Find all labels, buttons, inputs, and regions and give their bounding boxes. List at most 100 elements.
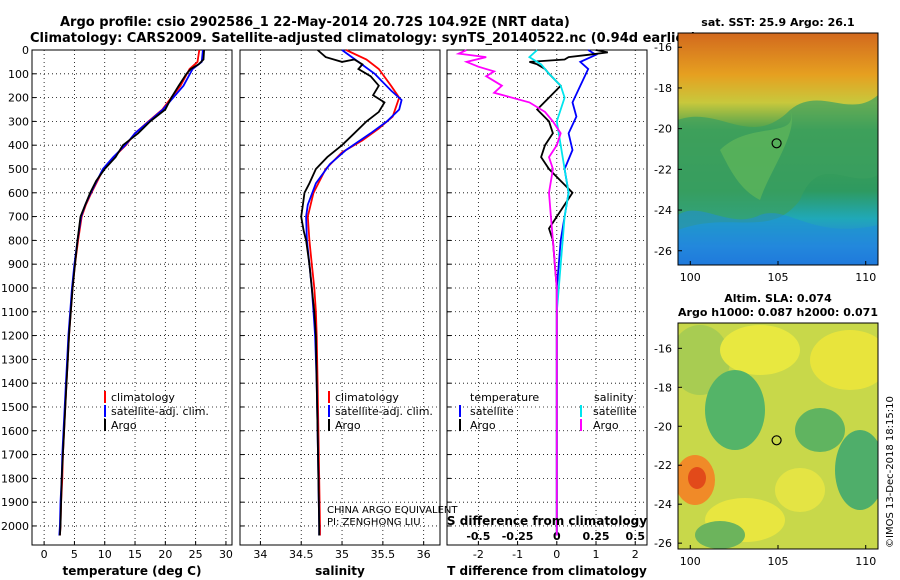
legend-label-s-argo: Argo <box>593 419 619 432</box>
sla-high <box>720 325 800 375</box>
y-tick-label: 200 <box>8 92 29 105</box>
x-tick-label: 2 <box>632 548 639 561</box>
legend-swatch-climatology <box>104 391 106 403</box>
map-lon-label: 105 <box>768 271 789 284</box>
salinity-plot-frame <box>239 49 441 546</box>
legend-label-climatology: climatology <box>335 391 399 404</box>
x-tick-label: -2 <box>473 548 484 561</box>
legend-swatch-s-argo <box>580 419 582 431</box>
map-lat-label: -20 <box>654 123 672 136</box>
sla-map-title-1: Altim. SLA: 0.074 <box>724 292 832 305</box>
header-line-1: Argo profile: csio 2902586_1 22-May-2014… <box>60 15 570 30</box>
y-tick-label: 1100 <box>1 306 29 319</box>
series-line-s-argo <box>455 49 562 536</box>
series-line-satellite-adj-clim- <box>58 49 204 536</box>
legend-swatch-t-argo <box>459 419 461 431</box>
legend-swatch-satellite <box>328 405 330 417</box>
map-lat-label: -16 <box>654 342 672 355</box>
legend-swatch-s-satellite <box>580 405 582 417</box>
map-lat-label: -26 <box>654 537 672 550</box>
map-lat-label: -18 <box>654 82 672 95</box>
sla-low <box>705 370 765 450</box>
x-tick-label: 0 <box>553 548 560 561</box>
y-tick-label: 600 <box>8 187 29 200</box>
legend-swatch-climatology <box>328 391 330 403</box>
legend-swatch-t-satellite <box>459 405 461 417</box>
temperature-legend: climatology satellite-adj. clim. Argo <box>104 391 209 432</box>
sla-high <box>810 330 878 390</box>
imos-credit: ©IMOS 13-Dec-2018 18:15:10 <box>885 396 896 548</box>
y-tick-label: 1700 <box>1 449 29 462</box>
x-tick-label: 0 <box>41 548 48 561</box>
x-tick-label: 5 <box>71 548 78 561</box>
x-tick-label: 34 <box>253 548 267 561</box>
sla-high <box>775 468 825 512</box>
x-tick-label: 36 <box>417 548 431 561</box>
y-tick-label: 1800 <box>1 472 29 485</box>
y-tick-label: 800 <box>8 234 29 247</box>
difference-panel: -2 -1 0 1 2 -0.5 -0.25 0 0.25 0.5 T difference f… <box>446 49 648 578</box>
map-lon-label: 110 <box>855 271 876 284</box>
sla-map-title-2: Argo h1000: 0.087 h2000: 0.071 <box>678 306 878 319</box>
map-lat-label: -26 <box>654 245 672 258</box>
sst-map: sat. SST: 25.9 Argo: 26.1 -16 -18 -20 -22 -2… <box>654 16 879 284</box>
x-tick-label-top: -0.25 <box>502 530 534 543</box>
map-lat-label: -22 <box>654 459 672 472</box>
sla-blob <box>678 325 730 395</box>
map-lat-label: -24 <box>654 204 672 217</box>
y-tick-label: 400 <box>8 139 29 152</box>
legend-swatch-satellite <box>104 405 106 417</box>
y-tick-label: 1500 <box>1 401 29 414</box>
map-lat-label: -24 <box>654 498 672 511</box>
y-tick-label: 2000 <box>1 520 29 533</box>
sla-peak-core <box>688 467 706 489</box>
legend-title-salinity: salinity <box>594 391 634 404</box>
series-line-climatology <box>59 49 201 536</box>
x-tick-label: 30 <box>219 548 233 561</box>
x-tick-label: 10 <box>98 548 112 561</box>
series-line-satellite-adj-clim- <box>305 49 403 536</box>
legend-title-temperature: temperature <box>470 391 539 404</box>
x-tick-label-top: 0.25 <box>582 530 609 543</box>
y-tick-label: 500 <box>8 163 29 176</box>
float-position-marker <box>771 138 782 149</box>
institution-note: CHINA ARGO EQUIVALENT <box>327 505 458 516</box>
salinity-panel: 34 34.5 35 35.5 36 salinity climatology sate… <box>239 49 458 578</box>
sla-map: Altim. SLA: 0.074 Argo h1000: 0.087 h200… <box>654 292 879 568</box>
difference-plot-frame <box>446 49 648 546</box>
sla-low <box>795 408 845 452</box>
sst-cool-water <box>678 210 878 265</box>
legend-label-s-satellite: satellite <box>593 405 637 418</box>
legend-label-argo: Argo <box>335 419 361 432</box>
x-tick-label: 20 <box>158 548 172 561</box>
x-tick-label-top: -0.5 <box>466 530 490 543</box>
y-tick-label: 1600 <box>1 425 29 438</box>
legend-label-t-satellite: satellite <box>470 405 514 418</box>
sla-low <box>695 521 745 549</box>
legend-label-climatology: climatology <box>111 391 175 404</box>
float-position-marker <box>771 435 782 446</box>
x-tick-label-top: 0.5 <box>625 530 645 543</box>
series-line-argo <box>300 49 386 536</box>
series-line-t-satellite <box>555 49 598 536</box>
temperature-panel: 0100200300400500600700800900100011001200… <box>1 44 233 578</box>
y-tick-label: 1200 <box>1 330 29 343</box>
sst-map-title: sat. SST: 25.9 Argo: 26.1 <box>701 16 854 29</box>
legend-swatch-argo <box>328 419 330 431</box>
sst-eddy <box>720 110 793 200</box>
legend-label-argo: Argo <box>111 419 137 432</box>
temperature-xlabel: temperature (deg C) <box>63 564 202 578</box>
series-line-t-argo <box>529 49 608 536</box>
y-tick-label: 700 <box>8 211 29 224</box>
x-tick-label: 35.5 <box>371 548 396 561</box>
legend-swatch-argo <box>104 419 106 431</box>
salinity-xlabel: salinity <box>315 564 365 578</box>
x-tick-label: 1 <box>593 548 600 561</box>
s-difference-xlabel: S difference from climatology <box>447 514 647 528</box>
sst-warm-tongue <box>678 95 878 230</box>
y-tick-label: 0 <box>22 44 29 57</box>
x-tick-label: -1 <box>512 548 523 561</box>
t-difference-xlabel: T difference from climatology <box>447 564 647 578</box>
sla-low <box>835 430 878 510</box>
